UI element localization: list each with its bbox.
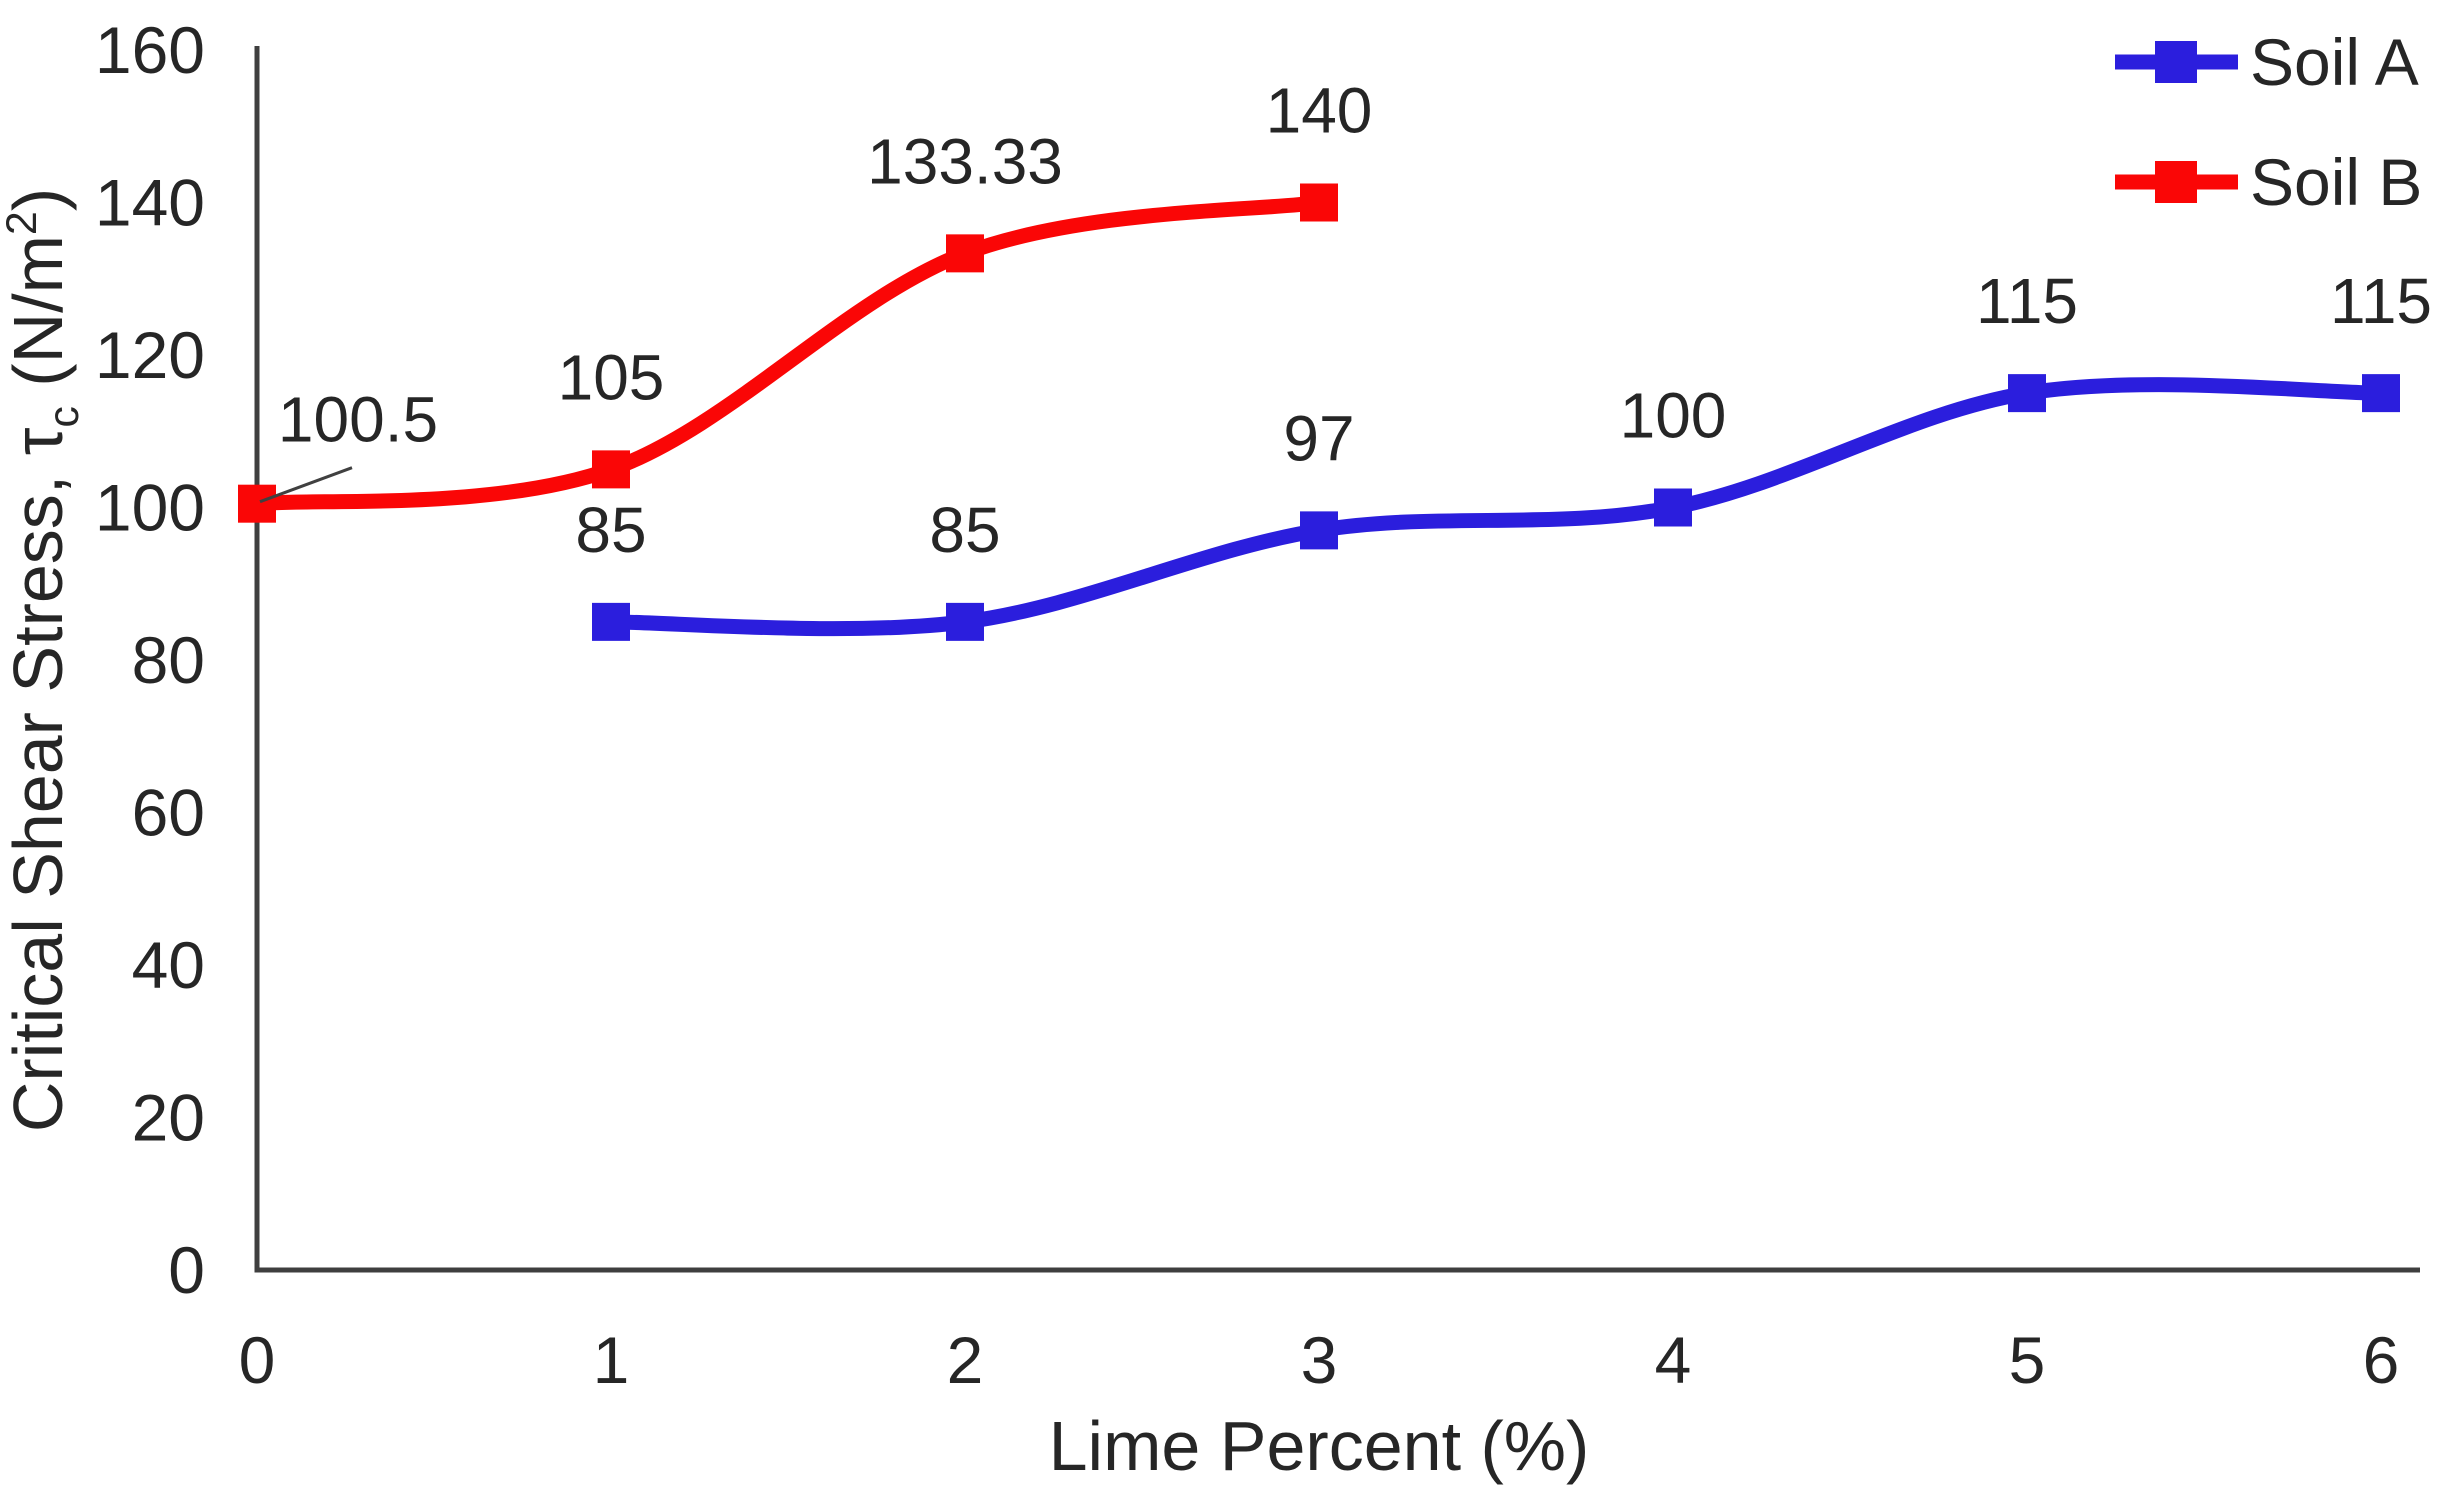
series-soil-b-data-label: 140 [1266, 75, 1373, 147]
series-soil-a-data-label: 100 [1620, 380, 1727, 452]
legend-item-soil-b: Soil B [2115, 145, 2422, 219]
series-soil-a-data-label: 97 [1283, 402, 1354, 474]
series-soil-a-data-label: 85 [575, 494, 646, 566]
series-soil-a-marker [592, 602, 630, 641]
y-tick-label: 140 [95, 166, 205, 240]
series-soil-a-marker [2008, 374, 2046, 413]
y-axis-title: Critical Shear Stress, τc (N/m2) [0, 188, 88, 1132]
y-tick-label: 60 [132, 776, 205, 850]
x-tick-label: 5 [2009, 1323, 2046, 1397]
legend-item-soil-a-label: Soil A [2250, 25, 2419, 99]
series-soil-b-label-leader-line [259, 466, 353, 504]
x-tick-label: 4 [1655, 1323, 1692, 1397]
series-soil-b-data-label: 133.33 [867, 125, 1063, 197]
y-tick-label: 160 [95, 13, 205, 87]
x-tick-label: 2 [947, 1323, 984, 1397]
y-tick-label: 120 [95, 318, 205, 392]
series-soil-b-data-label: 105 [558, 341, 665, 413]
series-soil-b-marker [592, 450, 630, 489]
series-soil-a-data-label: 85 [929, 494, 1000, 566]
y-tick-label: 0 [168, 1233, 205, 1307]
y-tick-label: 80 [132, 623, 205, 697]
series-soil-a-marker [1300, 511, 1338, 550]
series-soil-b-marker [946, 234, 984, 273]
y-tick-label: 40 [132, 928, 205, 1002]
legend-item-soil-b-marker-swatch [2155, 161, 2197, 203]
series-soil-a-marker [946, 602, 984, 641]
series-soil-b-data-label: 100.5 [278, 384, 438, 456]
x-tick-label: 1 [593, 1323, 630, 1397]
y-tick-label: 20 [132, 1081, 205, 1155]
y-tick-label: 100 [95, 471, 205, 545]
series-soil-b-line [249, 195, 1327, 512]
x-tick-label: 3 [1301, 1323, 1338, 1397]
series-soil-a-marker [2362, 374, 2400, 413]
legend-item-soil-a-marker-swatch [2155, 41, 2197, 83]
x-tick-label: 0 [239, 1323, 276, 1397]
legend-item-soil-b-label: Soil B [2250, 145, 2422, 219]
series-soil-b-marker [238, 484, 276, 523]
series-soil-b-marker [1300, 183, 1338, 222]
legend-item-soil-a: Soil A [2115, 25, 2419, 99]
x-axis-title: Lime Percent (%) [1049, 1407, 1590, 1485]
series-soil-a-data-label: 115 [2330, 265, 2432, 337]
series-soil-a-line [603, 377, 2389, 637]
series-soil-a-data-label: 115 [1976, 265, 2078, 337]
series-soil-a-marker [1654, 488, 1692, 527]
x-tick-label: 6 [2363, 1323, 2400, 1397]
